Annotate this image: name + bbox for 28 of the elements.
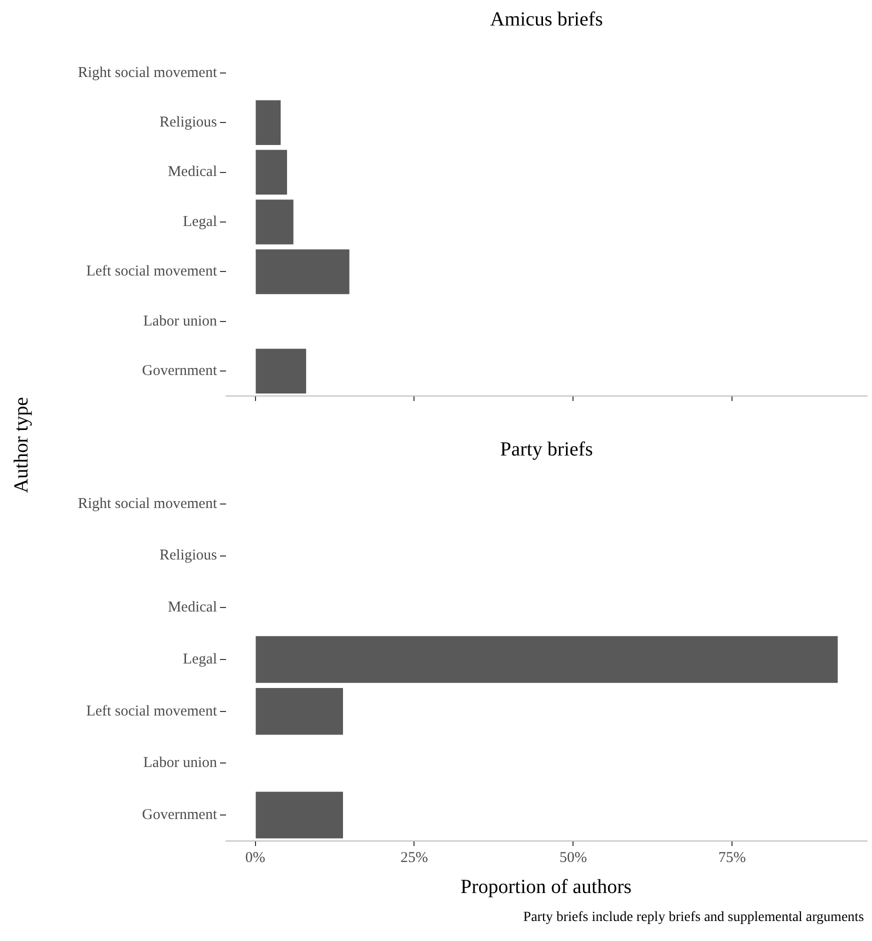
bar <box>256 348 306 394</box>
x-tick-label: 25% <box>400 850 428 866</box>
y-tick-label: Right social movement <box>78 64 218 81</box>
y-tick-label: Left social movement <box>86 264 218 280</box>
y-tick-label: Religious <box>159 548 218 564</box>
y-tick-label: Left social movement <box>86 703 218 720</box>
y-tick-label: Government <box>142 807 218 824</box>
bar <box>256 200 294 244</box>
y-tick-label: Labor union <box>143 313 218 330</box>
x-tick-label: 0% <box>245 850 266 866</box>
text: Party briefs include reply briefs and supplemental arguments <box>523 910 864 926</box>
bar <box>256 249 350 294</box>
y-tick-label: Religious <box>159 114 218 131</box>
y-axis-title: Author type <box>10 396 34 494</box>
y-tick-label: Medical <box>168 164 217 180</box>
y-tick-label: Right social movement <box>78 496 218 512</box>
chart-title: Party briefs <box>500 438 594 460</box>
bar <box>256 150 288 195</box>
x-tick-label: 75% <box>718 850 746 866</box>
x-tick-label: 50% <box>559 850 587 866</box>
y-tick-label: Legal <box>182 651 217 668</box>
y-tick-label: Labor union <box>143 755 218 772</box>
bar <box>256 100 281 145</box>
x-axis-title: Proportion of authors <box>460 876 632 899</box>
y-tick-label: Legal <box>182 214 217 230</box>
y-tick-label: Medical <box>168 600 217 616</box>
y-tick-label: Government <box>142 363 218 380</box>
chart-title: Amicus briefs <box>490 8 604 30</box>
